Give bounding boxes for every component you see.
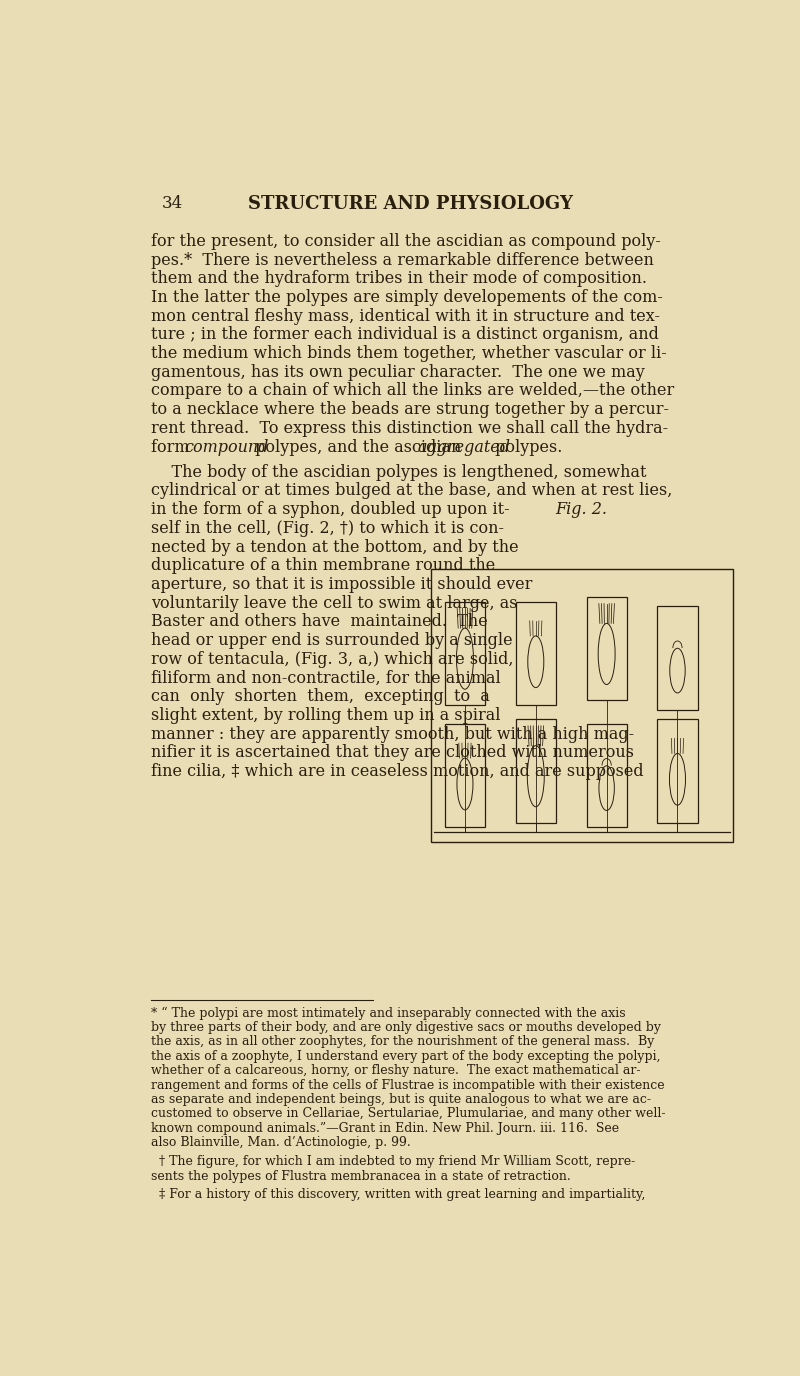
Text: rent thread.  To express this distinction we shall call the hydra-: rent thread. To express this distinction… — [151, 420, 668, 436]
Text: the medium which binds them together, whether vascular or li-: the medium which binds them together, wh… — [151, 345, 666, 362]
Text: The body of the ascidian polypes is lengthened, somewhat: The body of the ascidian polypes is leng… — [151, 464, 646, 480]
Text: customed to observe in Cellariae, Sertulariae, Plumulariae, and many other well-: customed to observe in Cellariae, Sertul… — [151, 1108, 666, 1120]
Text: polypes, and the ascidian: polypes, and the ascidian — [250, 439, 466, 455]
Bar — [516, 601, 556, 706]
Text: aperture, so that it is impossible it should ever: aperture, so that it is impossible it sh… — [151, 577, 532, 593]
Text: ture ; in the former each individual is a distinct organism, and: ture ; in the former each individual is … — [151, 326, 658, 344]
Bar — [516, 720, 556, 823]
Text: polypes.: polypes. — [490, 439, 562, 455]
Text: to a necklace where the beads are strung together by a percur-: to a necklace where the beads are strung… — [151, 402, 669, 418]
Text: fine cilia, ‡ which are in ceaseless motion, and are supposed: fine cilia, ‡ which are in ceaseless mot… — [151, 762, 643, 780]
Text: gamentous, has its own peculiar character.  The one we may: gamentous, has its own peculiar characte… — [151, 363, 645, 381]
Text: head or upper end is surrounded by a single: head or upper end is surrounded by a sin… — [151, 632, 513, 649]
Text: as separate and independent beings, but is quite analogous to what we are ac-: as separate and independent beings, but … — [151, 1093, 651, 1106]
Bar — [658, 720, 698, 823]
Text: aggregated: aggregated — [418, 439, 511, 455]
Text: manner : they are apparently smooth, but with a high mag-: manner : they are apparently smooth, but… — [151, 725, 634, 743]
Text: cylindrical or at times bulged at the base, and when at rest lies,: cylindrical or at times bulged at the ba… — [151, 483, 672, 499]
Text: duplicature of a thin membrane round the: duplicature of a thin membrane round the — [151, 557, 495, 574]
Text: the axis of a zoophyte, I understand every part of the body excepting the polypi: the axis of a zoophyte, I understand eve… — [151, 1050, 660, 1062]
Text: them and the hydraform tribes in their mode of composition.: them and the hydraform tribes in their m… — [151, 270, 647, 288]
Bar — [445, 724, 485, 827]
Text: † The figure, for which I am indebted to my friend Mr William Scott, repre-: † The figure, for which I am indebted to… — [151, 1154, 635, 1168]
Text: by three parts of their body, and are only digestive sacs or mouths developed by: by three parts of their body, and are on… — [151, 1021, 661, 1033]
Text: the axis, as in all other zoophytes, for the nourishment of the general mass.  B: the axis, as in all other zoophytes, for… — [151, 1035, 654, 1049]
Text: for the present, to consider all the ascidian as compound poly-: for the present, to consider all the asc… — [151, 233, 661, 250]
Text: STRUCTURE AND PHYSIOLOGY: STRUCTURE AND PHYSIOLOGY — [247, 195, 573, 213]
Text: form: form — [151, 439, 194, 455]
Bar — [586, 597, 626, 700]
Text: row of tentacula, (Fig. 3, a,) which are solid,: row of tentacula, (Fig. 3, a,) which are… — [151, 651, 514, 667]
Text: * “ The polypi are most intimately and inseparably connected with the axis: * “ The polypi are most intimately and i… — [151, 1006, 626, 1020]
Text: mon central fleshy mass, identical with it in structure and tex-: mon central fleshy mass, identical with … — [151, 308, 660, 325]
Text: self in the cell, (Fig. 2, †) to which it is con-: self in the cell, (Fig. 2, †) to which i… — [151, 520, 504, 537]
Text: nifier it is ascertained that they are clothed with numerous: nifier it is ascertained that they are c… — [151, 744, 634, 761]
Text: slight extent, by rolling them up in a spiral: slight extent, by rolling them up in a s… — [151, 707, 500, 724]
Text: In the latter the polypes are simply developements of the com-: In the latter the polypes are simply dev… — [151, 289, 662, 305]
Text: compound: compound — [185, 439, 269, 455]
Text: nected by a tendon at the bottom, and by the: nected by a tendon at the bottom, and by… — [151, 538, 518, 556]
Text: sents the polypes of Flustra membranacea in a state of retraction.: sents the polypes of Flustra membranacea… — [151, 1170, 570, 1182]
Text: pes.*  There is nevertheless a remarkable difference between: pes.* There is nevertheless a remarkable… — [151, 252, 654, 268]
Bar — [658, 607, 698, 710]
Text: voluntarily leave the cell to swim at large, as: voluntarily leave the cell to swim at la… — [151, 594, 518, 612]
Text: in the form of a syphon, doubled up upon it-: in the form of a syphon, doubled up upon… — [151, 501, 510, 519]
Bar — [586, 724, 626, 827]
Bar — [445, 601, 485, 706]
Text: rangement and forms of the cells of Flustrae is incompatible with their existenc: rangement and forms of the cells of Flus… — [151, 1079, 665, 1091]
Text: also Blainville, Man. d’Actinologie, p. 99.: also Blainville, Man. d’Actinologie, p. … — [151, 1137, 410, 1149]
Text: can  only  shorten  them,  excepting  to  a: can only shorten them, excepting to a — [151, 688, 490, 705]
Text: whether of a calcareous, horny, or fleshy nature.  The exact mathematical ar-: whether of a calcareous, horny, or flesh… — [151, 1064, 640, 1077]
Text: known compound animals.”—Grant in Edin. New Phil. Journ. iii. 116.  See: known compound animals.”—Grant in Edin. … — [151, 1121, 619, 1135]
Text: 34: 34 — [162, 195, 183, 212]
Text: ‡ For a history of this discovery, written with great learning and impartiality,: ‡ For a history of this discovery, writt… — [151, 1189, 646, 1201]
Text: filiform and non-contractile, for the animal: filiform and non-contractile, for the an… — [151, 670, 501, 687]
Text: Baster and others have  maintained.  The: Baster and others have maintained. The — [151, 614, 487, 630]
Text: compare to a chain of which all the links are welded,—the other: compare to a chain of which all the link… — [151, 383, 674, 399]
Text: Fig. 2.: Fig. 2. — [556, 501, 608, 519]
